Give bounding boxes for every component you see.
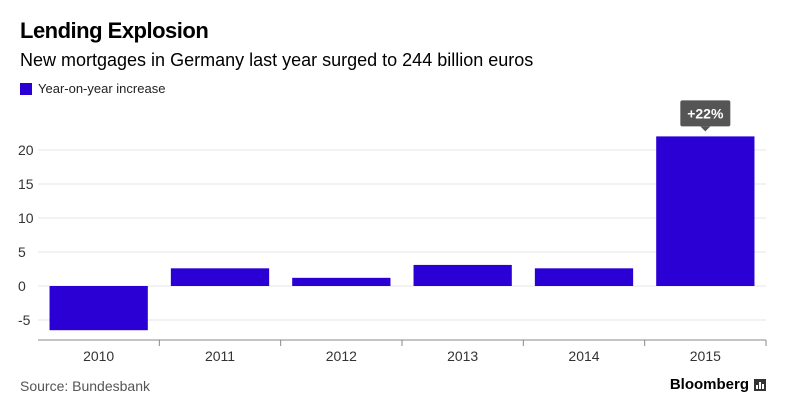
bar-2011 <box>170 268 270 286</box>
bar-2012 <box>292 277 391 286</box>
bar-2015 <box>656 136 755 286</box>
annotation-box <box>680 100 731 127</box>
chart-title: Lending Explosion <box>20 18 209 43</box>
annotation-label: +22% <box>687 105 724 121</box>
bar-2014 <box>534 268 634 286</box>
chart-legend: Year-on-year increase <box>20 81 165 96</box>
legend-swatch <box>20 82 32 95</box>
x-tick-label: 2013 <box>447 348 478 364</box>
x-tick-label: 2014 <box>568 348 599 364</box>
bar-2013 <box>413 264 512 286</box>
y-tick-label: 0 <box>18 278 26 294</box>
legend-label: Year-on-year increase <box>38 81 166 96</box>
y-tick-label: 15 <box>18 176 34 192</box>
x-tick-label: 2012 <box>326 348 357 364</box>
brand-logo: Bloomberg <box>670 376 766 393</box>
x-tick-label: 2015 <box>690 348 721 364</box>
y-tick-label: 10 <box>18 210 34 226</box>
source-note: Source: Bundesbank <box>20 378 150 394</box>
brand-name: Bloomberg <box>669 376 749 393</box>
bar-2010 <box>49 286 148 331</box>
y-tick-label: 20 <box>18 142 34 158</box>
y-tick-label: -5 <box>18 312 31 328</box>
bloomberg-chart-icon <box>754 378 766 391</box>
x-tick-label: 2011 <box>205 348 235 364</box>
y-tick-label: 5 <box>18 244 26 260</box>
annotation-pointer <box>700 126 711 132</box>
chart-subtitle: New mortgages in Germany last year surge… <box>20 50 534 70</box>
x-tick-label: 2010 <box>83 348 114 364</box>
